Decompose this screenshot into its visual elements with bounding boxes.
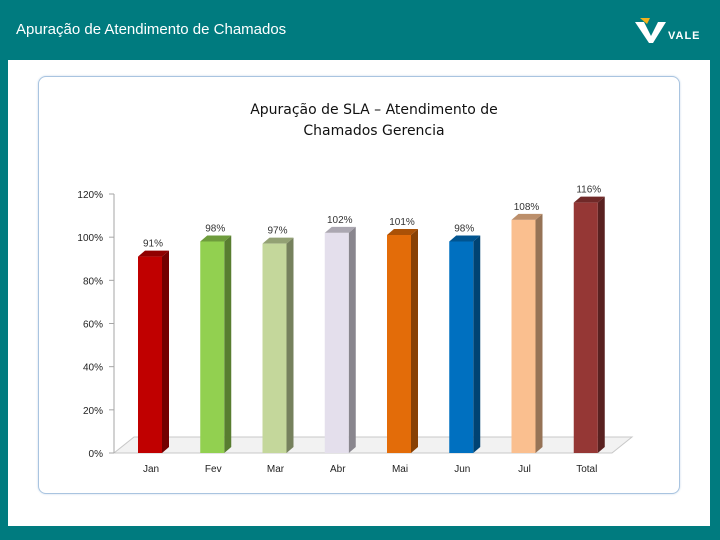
- x-tick-label: Fev: [205, 464, 222, 475]
- x-tick-label: Abr: [330, 464, 346, 475]
- x-tick-label: Mai: [392, 464, 408, 475]
- bar-top: [511, 213, 543, 220]
- x-tick-label: Jan: [143, 464, 159, 475]
- bar-abr: [324, 232, 349, 453]
- bar-side: [473, 235, 481, 453]
- data-label: 102%: [327, 215, 353, 226]
- bar-top: [138, 250, 169, 257]
- data-label: 98%: [205, 223, 225, 234]
- data-label: 91%: [143, 239, 163, 250]
- data-label: 98%: [454, 223, 474, 234]
- bar-jun: [449, 241, 474, 453]
- data-label: 108%: [514, 202, 540, 213]
- bar-top: [200, 235, 232, 242]
- bar-side: [286, 237, 294, 453]
- x-tick-label: Jun: [454, 464, 470, 475]
- x-tick-label: Mar: [267, 464, 285, 475]
- y-tick-label: 0%: [89, 449, 104, 460]
- bar-total: [573, 202, 598, 453]
- chart-title: Apuração de SLA – Atendimento de Chamado…: [224, 100, 524, 142]
- data-label: 101%: [389, 217, 415, 228]
- logo-text: VALE: [668, 30, 701, 42]
- bar-side: [348, 226, 356, 453]
- bar-jul: [511, 219, 536, 453]
- chart-title-line-1: Apuração de SLA – Atendimento de: [250, 102, 498, 118]
- vale-logo-icon: [635, 18, 666, 43]
- bar-fev: [200, 241, 225, 453]
- y-tick-label: 80%: [83, 276, 103, 287]
- bar-top: [387, 229, 418, 236]
- chart-title-line-2: Chamados Gerencia: [303, 123, 445, 139]
- bar-top: [262, 237, 294, 244]
- bar-mai: [387, 235, 411, 453]
- y-tick-label: 60%: [83, 320, 103, 331]
- y-tick-label: 120%: [77, 190, 103, 201]
- bar-side: [162, 250, 169, 453]
- chart-floor: [112, 436, 634, 454]
- bar-top: [449, 235, 481, 242]
- y-tick-label: 100%: [77, 233, 103, 244]
- data-label: 116%: [576, 185, 601, 196]
- bar-top: [324, 226, 356, 233]
- data-label: 97%: [267, 226, 287, 237]
- page-title: Apuração de Atendimento de Chamados: [16, 21, 287, 38]
- x-tick-label: Total: [576, 464, 597, 475]
- x-tick-label: Jul: [518, 464, 531, 475]
- bar-mar: [262, 243, 287, 453]
- bar-side: [535, 213, 543, 453]
- bar-jan: [138, 256, 162, 453]
- y-tick-label: 40%: [83, 363, 103, 374]
- y-tick-label: 20%: [83, 406, 103, 417]
- bar-side: [224, 235, 232, 453]
- bar-side: [597, 196, 605, 453]
- bar-top: [573, 196, 605, 203]
- bar-side: [411, 229, 418, 453]
